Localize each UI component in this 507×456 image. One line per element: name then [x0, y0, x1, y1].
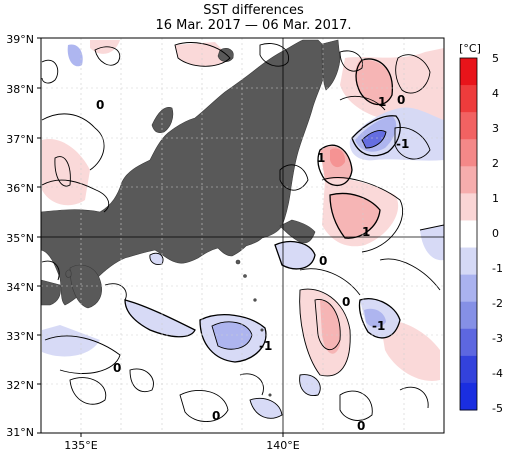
colorbar-unit: [°C]: [459, 42, 481, 55]
contour-label: -1: [396, 137, 409, 151]
lat-label: 34°N: [6, 281, 34, 294]
lat-label: 33°N: [6, 330, 34, 343]
colorbar-segments: [460, 58, 477, 411]
contour-label: 0: [212, 409, 220, 423]
colorbar-tick-label: -2: [492, 297, 503, 310]
lat-label: 32°N: [6, 379, 34, 392]
colorbar-ticks: 5 4 3 2 1 0 -1 -2 -3 -4 -5: [492, 52, 503, 415]
negative-anomaly-shading: [42, 44, 444, 419]
colorbar-tick-label: -1: [492, 262, 503, 275]
colorbar-tick-label: 2: [492, 157, 499, 170]
colorbar-tick-label: 4: [492, 87, 499, 100]
reference-lines: [41, 38, 444, 433]
colorbar-segment: [460, 193, 477, 221]
colorbar-segment: [460, 274, 477, 303]
contour-label: 0: [397, 93, 405, 107]
axis-ticks: [37, 37, 284, 437]
map-subtitle: 16 Mar. 2017 — 06 Mar. 2017.: [155, 18, 352, 33]
map-content: 1 0 -1 1 1 0 -1 0 0 -1 0 0 0: [41, 38, 444, 433]
lat-label: 36°N: [6, 182, 34, 195]
latitude-labels: 39°N 38°N 37°N 36°N 35°N 34°N 33°N 32°N …: [6, 33, 34, 439]
map-frame: [40, 37, 445, 434]
colorbar-frame: [459, 57, 478, 411]
contour-label: 0: [319, 254, 327, 268]
lon-label: 140°E: [266, 439, 299, 452]
colorbar-tick-label: 5: [492, 52, 499, 65]
colorbar: [°C] 5 4 3 2 1 0 -1 -2 -3 -4 -5: [459, 42, 503, 415]
colorbar-tick-label: 3: [492, 122, 499, 135]
longitude-labels: 135°E 140°E: [64, 439, 299, 452]
colorbar-segment: [460, 112, 477, 140]
colorbar-segment: [460, 220, 477, 249]
contour-label: 0: [113, 361, 121, 375]
contour-label: 1: [317, 151, 325, 165]
lat-label: 31°N: [6, 426, 34, 439]
lat-label: 37°N: [6, 133, 34, 146]
contour-label: -1: [372, 319, 385, 333]
colorbar-segment: [460, 85, 477, 113]
colorbar-segment: [460, 301, 477, 330]
colorbar-segment: [460, 166, 477, 194]
colorbar-segment: [460, 382, 477, 411]
contour-label: 0: [96, 98, 104, 112]
lon-label: 135°E: [64, 439, 97, 452]
colorbar-tick-label: 1: [492, 192, 499, 205]
contour-label: -1: [259, 339, 272, 353]
colorbar-segment: [460, 139, 477, 167]
lat-label: 35°N: [6, 232, 34, 245]
contour-label: 0: [357, 419, 365, 433]
colorbar-segment: [460, 328, 477, 357]
colorbar-segment: [460, 355, 477, 384]
colorbar-tick-label: -4: [492, 367, 503, 380]
colorbar-tick-label: -5: [492, 402, 503, 415]
map-title: SST differences: [203, 3, 304, 18]
contour-label: 1: [362, 225, 370, 239]
graticule: [41, 38, 444, 433]
contour-label: 1: [378, 95, 386, 109]
contour-labels: 1 0 -1 1 1 0 -1 0 0 -1 0 0 0: [96, 93, 409, 433]
lat-label: 38°N: [6, 83, 34, 96]
lat-label: 39°N: [6, 33, 34, 46]
contour-label: 0: [342, 295, 350, 309]
colorbar-tick-label: 0: [492, 227, 499, 240]
colorbar-segment: [460, 58, 477, 86]
colorbar-segment: [460, 247, 477, 276]
land-masses: [41, 39, 341, 397]
colorbar-tick-label: -3: [492, 332, 503, 345]
